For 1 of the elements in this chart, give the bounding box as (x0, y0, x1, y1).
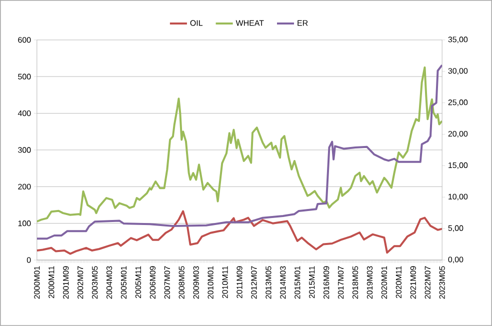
line-series (36, 210, 442, 255)
